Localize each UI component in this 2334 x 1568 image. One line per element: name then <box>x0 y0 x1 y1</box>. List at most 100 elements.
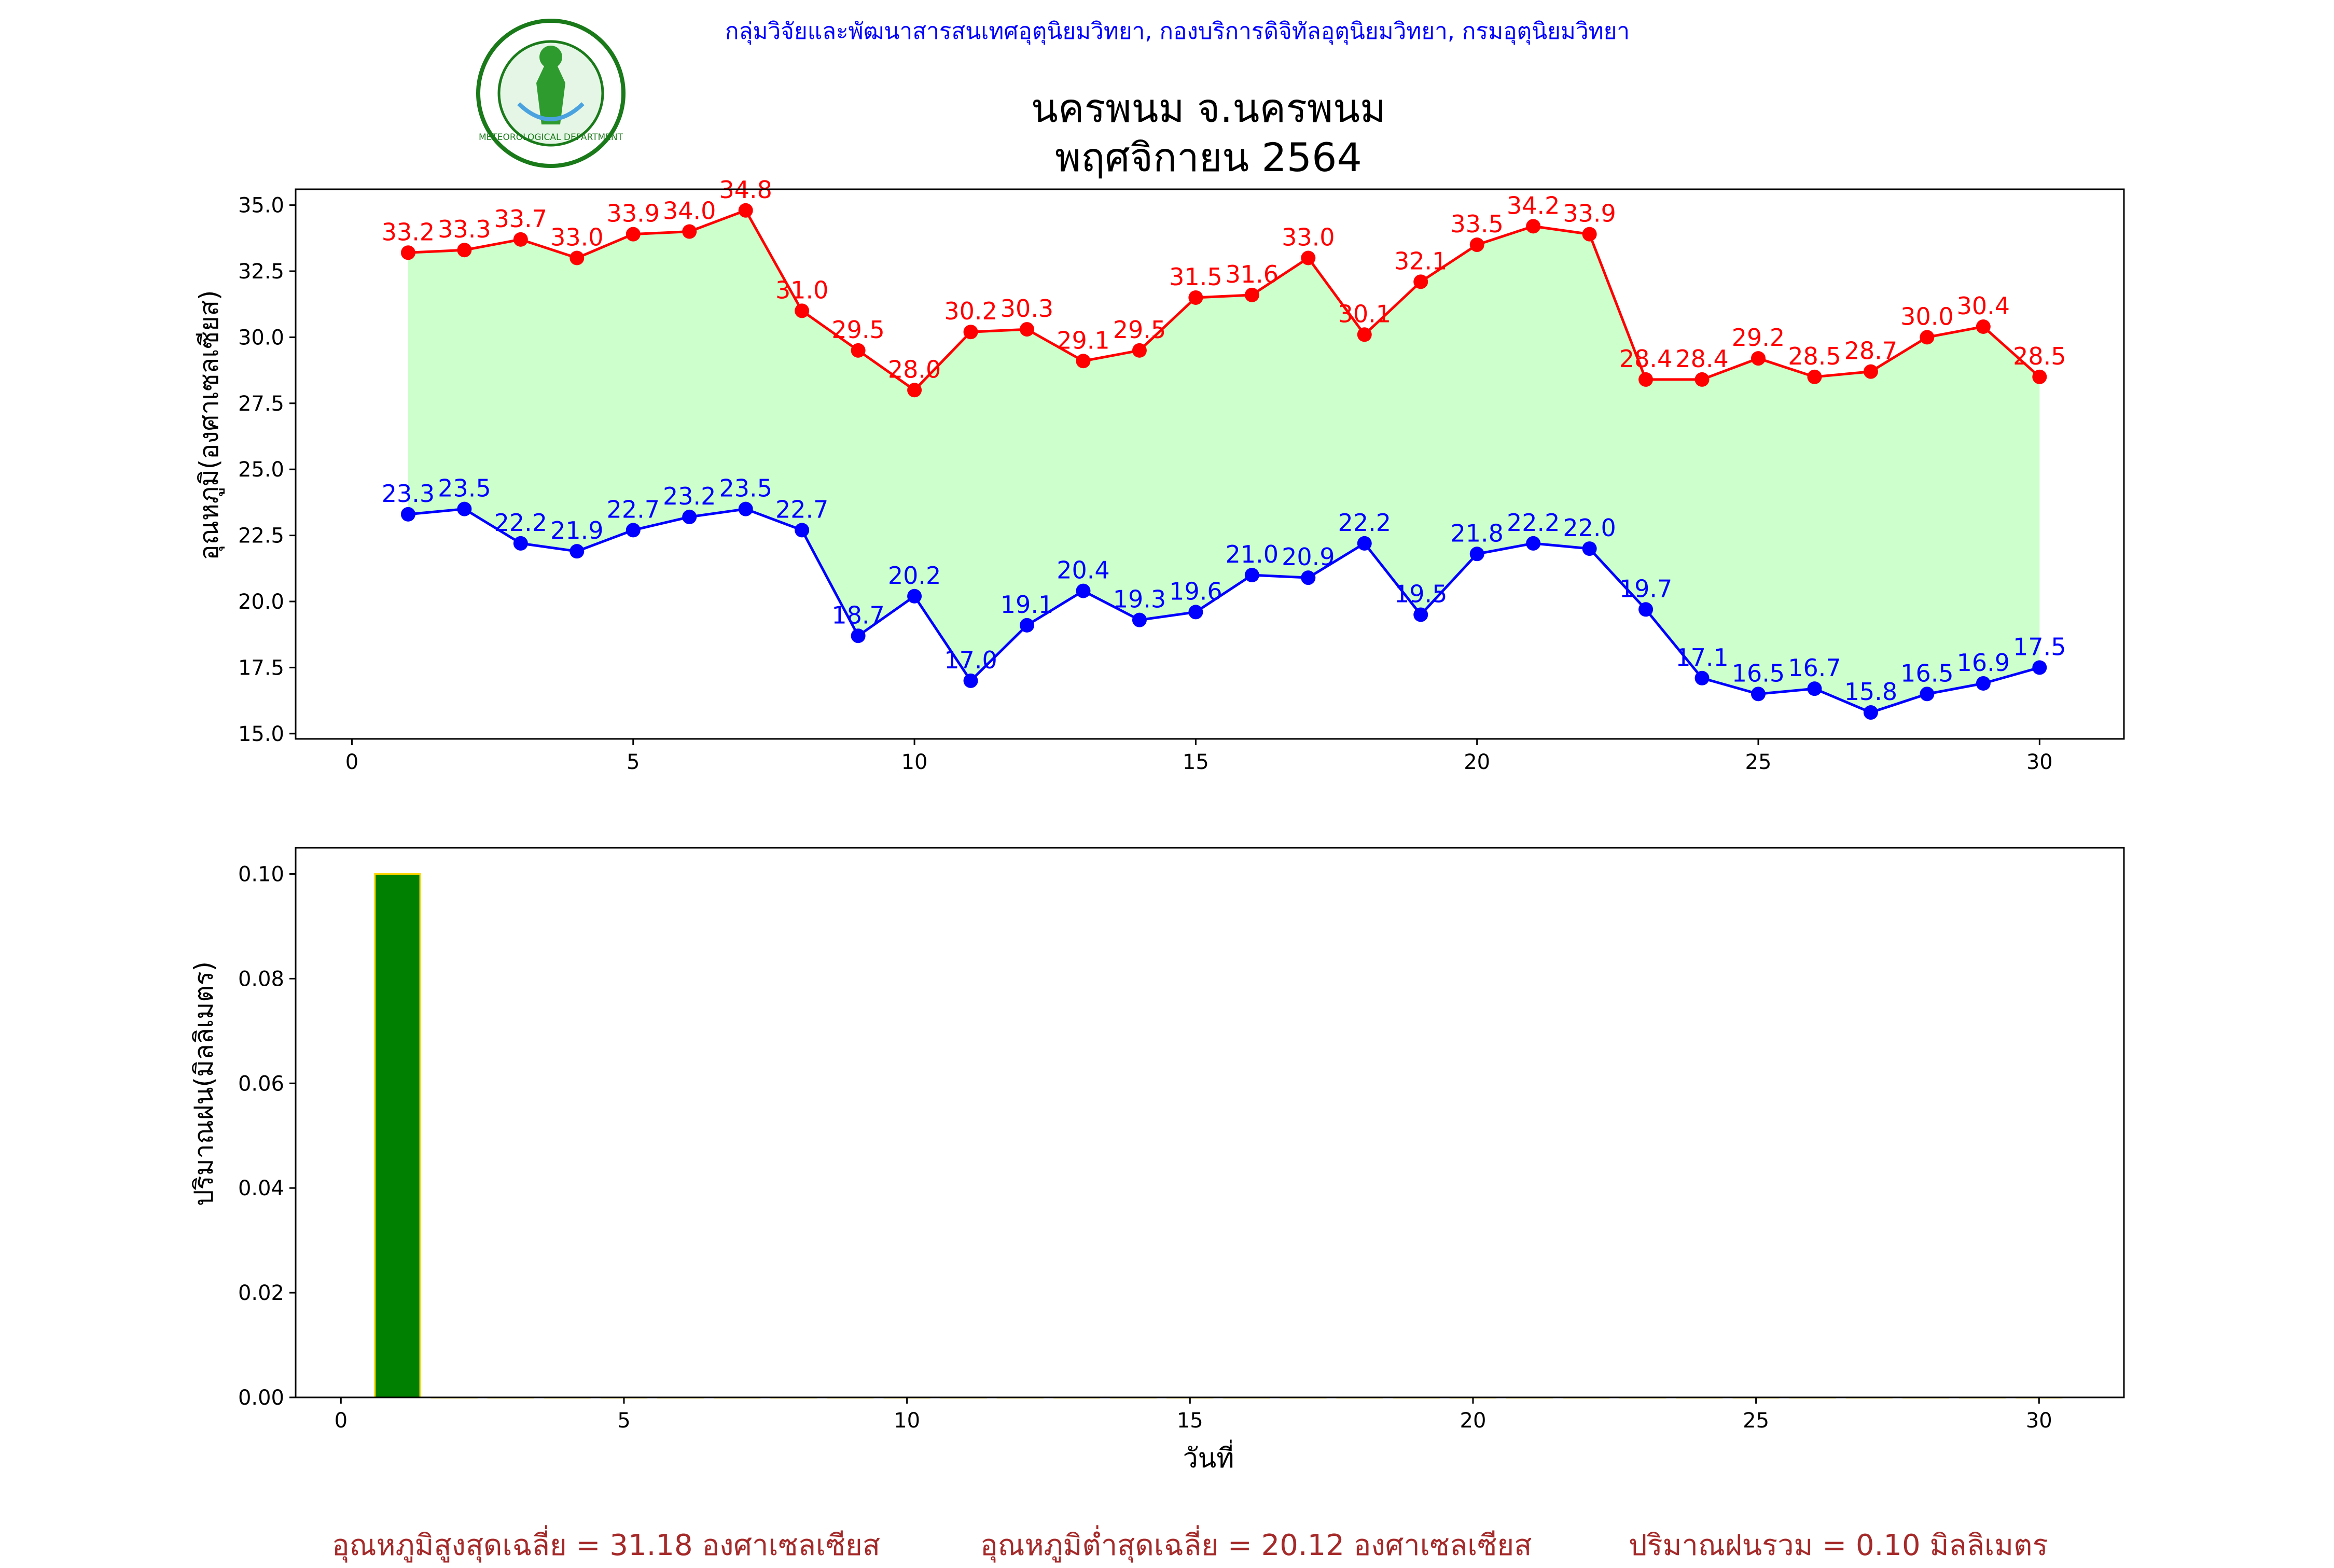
max-temp-label: 34.2 <box>1507 191 1560 219</box>
min-temp-point <box>1301 570 1316 585</box>
max-temp-label: 31.0 <box>775 276 828 304</box>
max-temp-point <box>626 227 641 242</box>
rain-y-tick-label: 0.04 <box>238 1177 284 1200</box>
temp-x-tick-label: 0 <box>345 750 358 774</box>
temp-y-tick-label: 27.5 <box>238 392 284 416</box>
rain-x-tick-label: 25 <box>1743 1409 1769 1433</box>
temp-plot-frame <box>295 188 2125 740</box>
rain-y-tick-label: 0.00 <box>238 1386 284 1410</box>
max-temp-point <box>1020 322 1034 337</box>
max-temp-point <box>907 383 922 398</box>
max-temp-point <box>1132 343 1147 358</box>
max-temp-point <box>569 250 585 265</box>
rain-total-summary: ปริมาณฝนรวม = 0.10 มิลลิเมตร <box>1629 1529 2048 1562</box>
max-temp-label: 34.0 <box>663 197 716 225</box>
min-temp-label: 23.5 <box>719 474 772 502</box>
min-temp-label: 16.5 <box>1900 659 1953 687</box>
max-temp-point <box>1244 287 1259 302</box>
max-temp-label: 29.5 <box>1113 316 1166 344</box>
rain-x-tick-label: 10 <box>894 1409 920 1433</box>
min-temp-label: 15.8 <box>1844 678 1897 706</box>
temp-y-tick-label: 25.0 <box>238 458 284 482</box>
max-temp-point <box>1976 319 1991 334</box>
max-temp-point <box>1188 290 1203 305</box>
max-temp-point <box>1469 237 1484 253</box>
min-temp-point <box>626 523 641 538</box>
avg-max-summary: อุณหภูมิสูงสุดเฉลี่ย = 31.18 องศาเซลเซีย… <box>332 1529 881 1562</box>
min-temp-point <box>1863 705 1878 720</box>
max-temp-point <box>1526 219 1541 234</box>
temp-y-tick-label: 15.0 <box>238 722 284 746</box>
min-temp-label: 22.2 <box>1507 509 1560 537</box>
max-temp-label: 28.4 <box>1675 345 1728 373</box>
department-logo: METEOROLOGICAL DEPARTMENT <box>476 19 626 168</box>
temp-range-fill <box>408 210 2040 713</box>
max-temp-line <box>408 208 2040 392</box>
temp-x-tick-label: 5 <box>627 750 640 774</box>
min-temp-point <box>738 501 753 516</box>
rain-x-tick-label: 0 <box>335 1409 348 1433</box>
min-temp-point <box>1020 618 1034 633</box>
rain-x-tick-label: 5 <box>617 1409 630 1433</box>
min-temp-label: 22.7 <box>775 495 828 523</box>
min-temp-label: 17.0 <box>944 646 997 674</box>
agency-header: กลุ่มวิจัยและพัฒนาสารสนเทศอุตุนิยมวิทยา,… <box>725 18 1630 45</box>
max-temp-label: 33.7 <box>494 205 547 233</box>
min-temp-label: 19.6 <box>1169 577 1222 605</box>
min-temp-point <box>1694 670 1710 685</box>
max-temp-point <box>1582 227 1597 242</box>
max-temp-label: 32.1 <box>1394 247 1447 275</box>
min-temp-point <box>1920 687 1935 702</box>
min-temp-label: 20.2 <box>888 562 941 590</box>
min-temp-label: 21.0 <box>1226 540 1279 568</box>
min-temp-point <box>569 544 585 559</box>
min-temp-point <box>1469 547 1484 562</box>
min-temp-line <box>408 508 2040 714</box>
station-title: นครพนม จ.นครพนม <box>1031 85 1386 131</box>
min-temp-point <box>963 673 978 688</box>
min-temp-label: 20.4 <box>1057 556 1109 584</box>
max-temp-label: 31.6 <box>1226 260 1279 288</box>
min-temp-label: 22.2 <box>1338 509 1391 537</box>
rain-x-label: วันที่ <box>1183 1439 1234 1474</box>
temp-y-label: อุณหภูมิ(องศาเซลเซียส) <box>194 290 225 560</box>
max-temp-label: 28.5 <box>2013 342 2066 370</box>
max-temp-label: 30.1 <box>1338 300 1391 328</box>
avg-min-summary: อุณหภูมิต่ำสุดเฉลี่ย = 20.12 องศาเซลเซีย… <box>980 1529 1532 1562</box>
min-temp-point <box>1582 541 1597 556</box>
max-temp-label: 31.5 <box>1169 263 1222 291</box>
max-temp-label: 30.2 <box>944 297 997 325</box>
max-temp-label: 29.2 <box>1732 324 1785 352</box>
min-temp-label: 22.0 <box>1563 514 1616 542</box>
rain-x-tick-label: 30 <box>2026 1409 2052 1433</box>
min-temp-label: 16.9 <box>1957 649 2010 677</box>
min-temp-point <box>682 509 697 524</box>
rain-y-label: ปริมาณฝน(มิลลิเมตร) <box>189 961 219 1206</box>
temp-y-tick-label: 30.0 <box>238 326 284 349</box>
max-temp-label: 30.0 <box>1900 302 1953 330</box>
logo-text-bottom: METEOROLOGICAL DEPARTMENT <box>479 132 623 143</box>
rain-y-tick-label: 0.02 <box>238 1281 284 1305</box>
min-temp-label: 17.1 <box>1675 643 1728 671</box>
max-temp-point <box>1920 330 1935 345</box>
min-temp-point <box>1244 568 1259 583</box>
max-temp-point <box>795 303 810 318</box>
max-temp-point <box>400 245 415 260</box>
max-temp-label: 29.5 <box>831 316 884 344</box>
min-temp-label: 23.5 <box>438 474 491 502</box>
max-temp-label: 33.2 <box>382 218 435 246</box>
min-temp-label: 17.5 <box>2013 633 2066 661</box>
max-temp-label: 28.4 <box>1619 345 1672 373</box>
temp-x-tick-label: 15 <box>1183 750 1209 774</box>
min-temp-point <box>1976 676 1991 691</box>
max-temp-point <box>682 224 697 239</box>
min-temp-point <box>513 536 528 551</box>
min-temp-label: 19.3 <box>1113 585 1166 613</box>
max-temp-point <box>1076 354 1091 369</box>
temp-y-tick-label: 32.5 <box>238 260 284 284</box>
temp-y-tick-label: 35.0 <box>238 194 284 218</box>
min-temp-point <box>1638 602 1654 617</box>
min-temp-label: 21.9 <box>550 516 603 544</box>
min-temp-label: 19.1 <box>1001 591 1053 619</box>
rain-y-tick-label: 0.06 <box>238 1072 284 1096</box>
